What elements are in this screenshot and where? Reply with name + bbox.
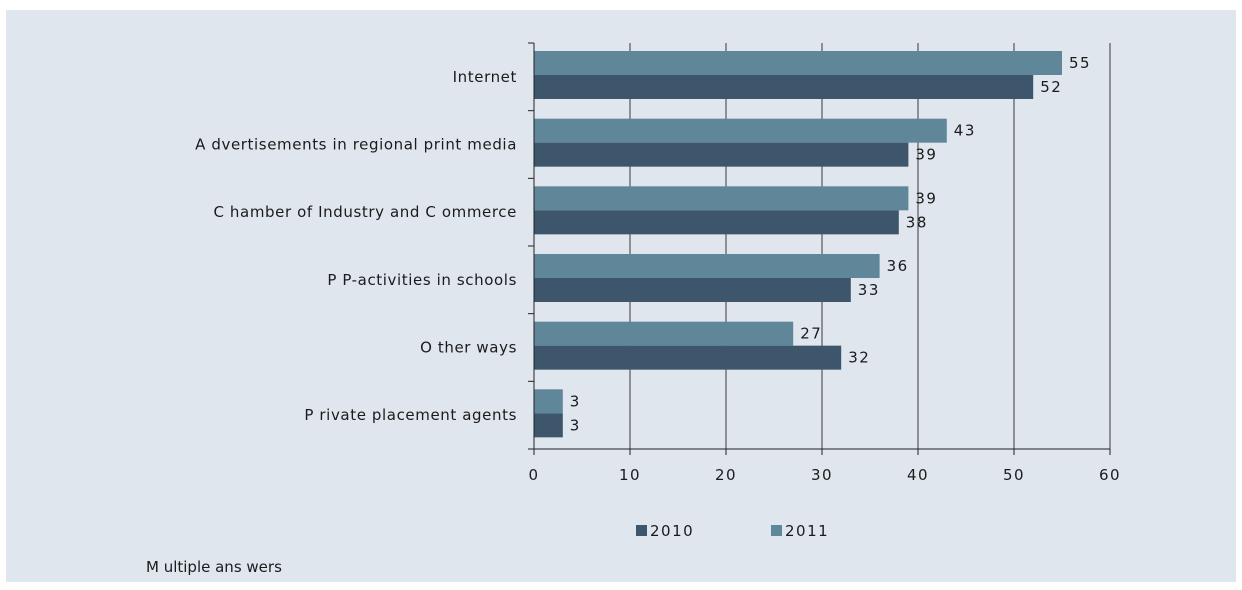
- axes: [528, 42, 1111, 455]
- value-label: 36: [887, 257, 909, 275]
- category-label: P P-activities in schools: [327, 271, 517, 289]
- value-label: 39: [915, 189, 937, 207]
- value-label: 33: [858, 281, 880, 299]
- legend-swatch-2010: [636, 525, 647, 536]
- value-label: 55: [1069, 54, 1091, 72]
- bar-2011: [534, 389, 563, 414]
- bar-2010: [534, 345, 842, 370]
- value-label: 3: [570, 392, 581, 410]
- value-label: 52: [1040, 78, 1062, 96]
- x-tick-label: 20: [715, 466, 737, 484]
- value-label: 32: [848, 349, 870, 367]
- bar-2010: [534, 278, 851, 302]
- x-tick-label: 30: [811, 466, 833, 484]
- legend-label-2011: 2011: [785, 522, 829, 540]
- value-label: 27: [800, 325, 822, 343]
- category-label: C hamber of Industry and C ommerce: [213, 203, 517, 221]
- legend-label-2010: 2010: [650, 522, 694, 540]
- bar-2011: [534, 254, 880, 278]
- category-label: P rivate placement agents: [304, 406, 517, 424]
- x-tick-label: 60: [1099, 466, 1121, 484]
- legend-swatch-2011: [771, 525, 782, 536]
- bar-2011: [534, 51, 1062, 75]
- bar-2010: [534, 210, 899, 235]
- value-label: 38: [906, 213, 928, 231]
- category-labels: Internet A dvertisements in regional prin…: [195, 68, 517, 424]
- value-label: 43: [954, 122, 976, 140]
- x-tick-labels: 0 10 20 30 40 50 60: [528, 466, 1121, 484]
- bars: [534, 51, 1062, 438]
- category-label: A dvertisements in regional print media: [195, 136, 517, 154]
- bar-2011: [534, 321, 794, 346]
- x-tick-label: 50: [1003, 466, 1025, 484]
- category-label: O ther ways: [420, 339, 517, 357]
- legend: 2010 2011: [636, 522, 829, 540]
- bar-2010: [534, 142, 909, 167]
- gridlines: [629, 43, 1111, 449]
- bar-2010: [534, 75, 1034, 99]
- value-label: 3: [570, 416, 581, 434]
- x-tick-label: 10: [619, 466, 641, 484]
- bar-2010: [534, 413, 563, 438]
- x-tick-label: 40: [907, 466, 929, 484]
- bar-2011: [534, 186, 909, 211]
- value-label: 39: [915, 146, 937, 164]
- x-tick-label: 0: [528, 466, 539, 484]
- multiple-answers-note: M ultiple ans wers: [146, 558, 282, 576]
- category-label: Internet: [453, 68, 517, 86]
- bar-2011: [534, 118, 947, 143]
